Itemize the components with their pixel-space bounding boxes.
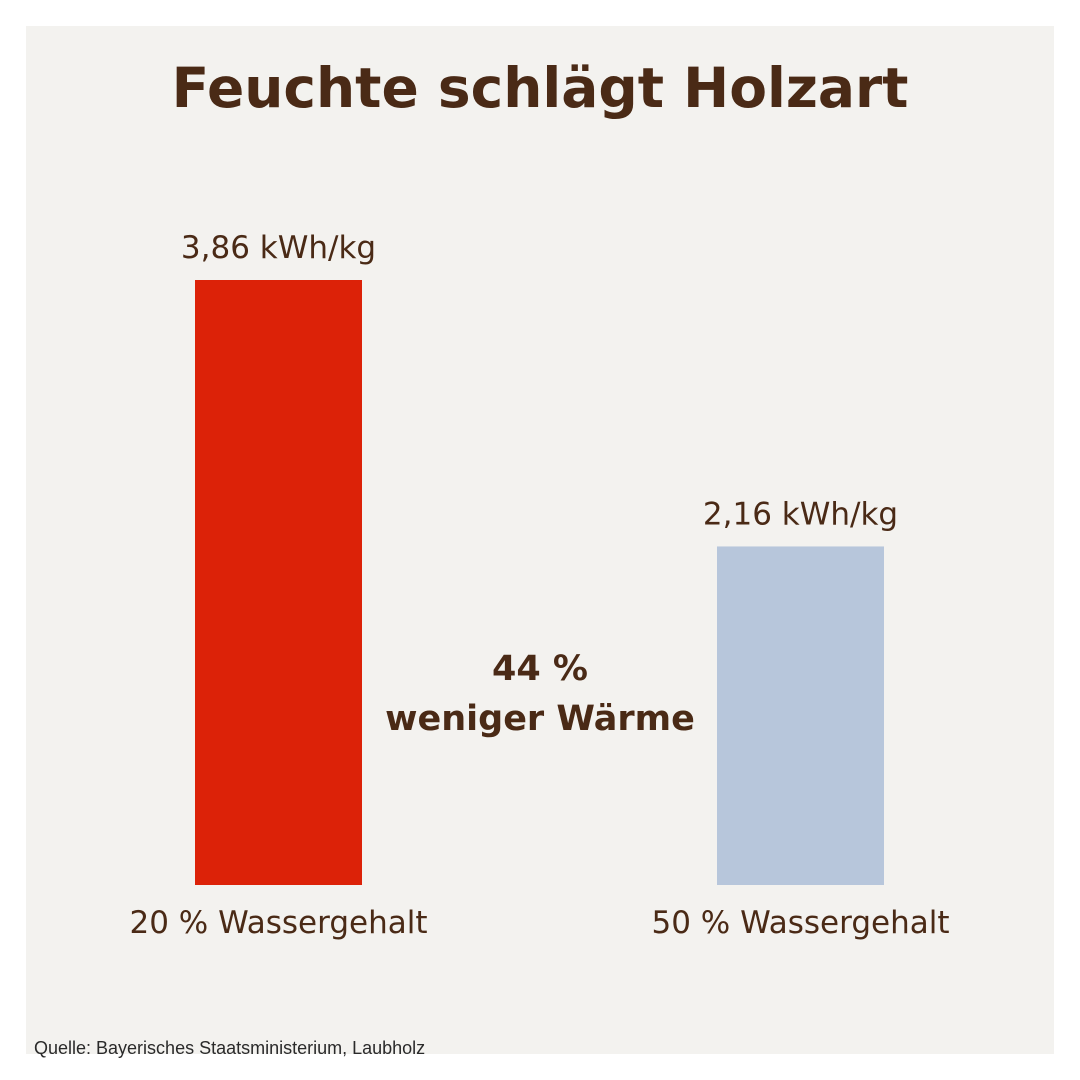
category-labels-group: 20 % Wassergehalt 50 % Wassergehalt xyxy=(129,905,949,941)
annotation-percent: 44 % xyxy=(492,649,588,689)
category-label-1: 20 % Wassergehalt xyxy=(129,905,427,941)
category-label-2: 50 % Wassergehalt xyxy=(651,905,949,941)
bars-group xyxy=(195,280,884,885)
bar-2 xyxy=(717,546,884,885)
bar-1 xyxy=(195,280,362,885)
value-label-2: 2,16 kWh/kg xyxy=(703,496,898,532)
chart-title: Feuchte schlägt Holzart xyxy=(171,56,909,120)
value-labels-group: 3,86 kWh/kg 2,16 kWh/kg xyxy=(181,230,898,532)
source-note: Quelle: Bayerisches Staatsministerium, L… xyxy=(34,1038,426,1058)
annotation-text: weniger Wärme xyxy=(385,699,695,739)
difference-annotation: 44 % weniger Wärme xyxy=(380,644,700,744)
value-label-1: 3,86 kWh/kg xyxy=(181,230,376,266)
